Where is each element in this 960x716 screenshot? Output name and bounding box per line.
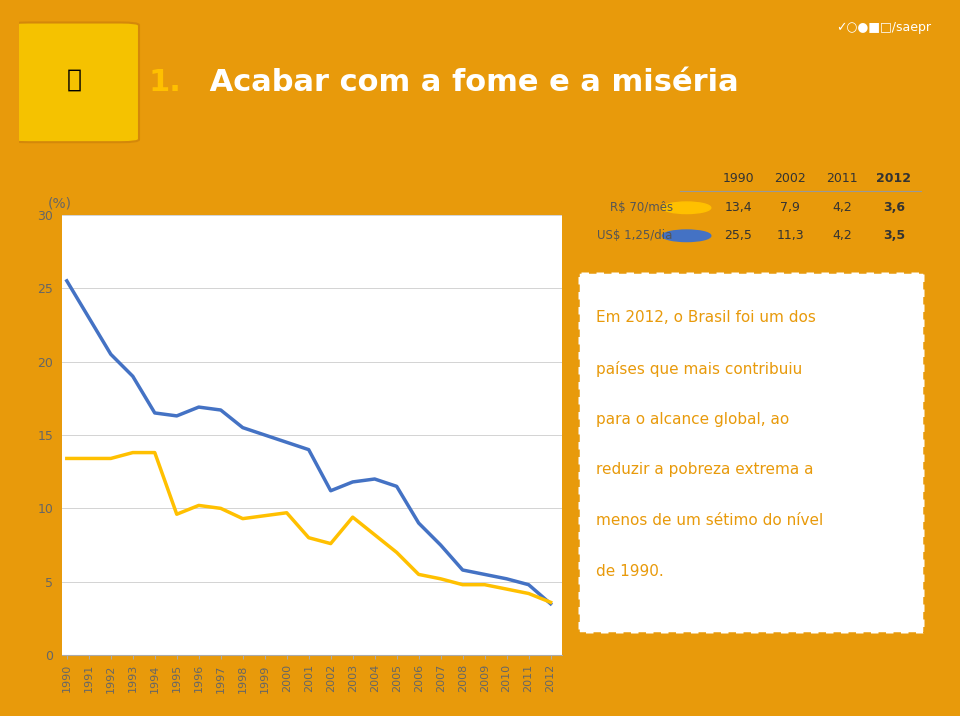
Text: menos de um sétimo do nível: menos de um sétimo do nível [596, 513, 824, 528]
Text: 🍵: 🍵 [67, 67, 82, 92]
Text: 1.: 1. [148, 68, 181, 97]
Text: 13,4: 13,4 [725, 201, 753, 214]
Text: R$ 70/mês: R$ 70/mês [610, 201, 673, 214]
Text: 7,9: 7,9 [780, 201, 801, 214]
Circle shape [662, 202, 710, 213]
Text: para o alcance global, ao: para o alcance global, ao [596, 412, 790, 427]
Text: 25,5: 25,5 [725, 229, 753, 242]
Text: Taxa de Pobreza Extrema: Taxa de Pobreza Extrema [48, 175, 325, 195]
FancyBboxPatch shape [578, 273, 924, 634]
Text: 11,3: 11,3 [777, 229, 804, 242]
Text: Acabar com a fome e a miséria: Acabar com a fome e a miséria [199, 68, 738, 97]
Text: (%): (%) [48, 197, 72, 211]
Text: de 1990.: de 1990. [596, 563, 664, 579]
Circle shape [662, 230, 710, 241]
Text: 2011: 2011 [827, 173, 858, 185]
Text: 4,2: 4,2 [832, 229, 852, 242]
Text: Em 2012, o Brasil foi um dos: Em 2012, o Brasil foi um dos [596, 310, 816, 325]
Text: ✓○●■□/saepr: ✓○●■□/saepr [836, 21, 931, 34]
Text: 1990: 1990 [723, 173, 755, 185]
Text: reduzir a pobreza extrema a: reduzir a pobreza extrema a [596, 463, 814, 478]
Text: 3,6: 3,6 [883, 201, 905, 214]
Text: países que mais contribuiu: países que mais contribuiu [596, 361, 803, 377]
Text: 2002: 2002 [775, 173, 806, 185]
Text: 4,2: 4,2 [832, 201, 852, 214]
Text: 3,5: 3,5 [883, 229, 905, 242]
Text: US$ 1,25/dia: US$ 1,25/dia [597, 229, 673, 242]
FancyBboxPatch shape [10, 22, 139, 142]
Text: 2012: 2012 [876, 173, 911, 185]
